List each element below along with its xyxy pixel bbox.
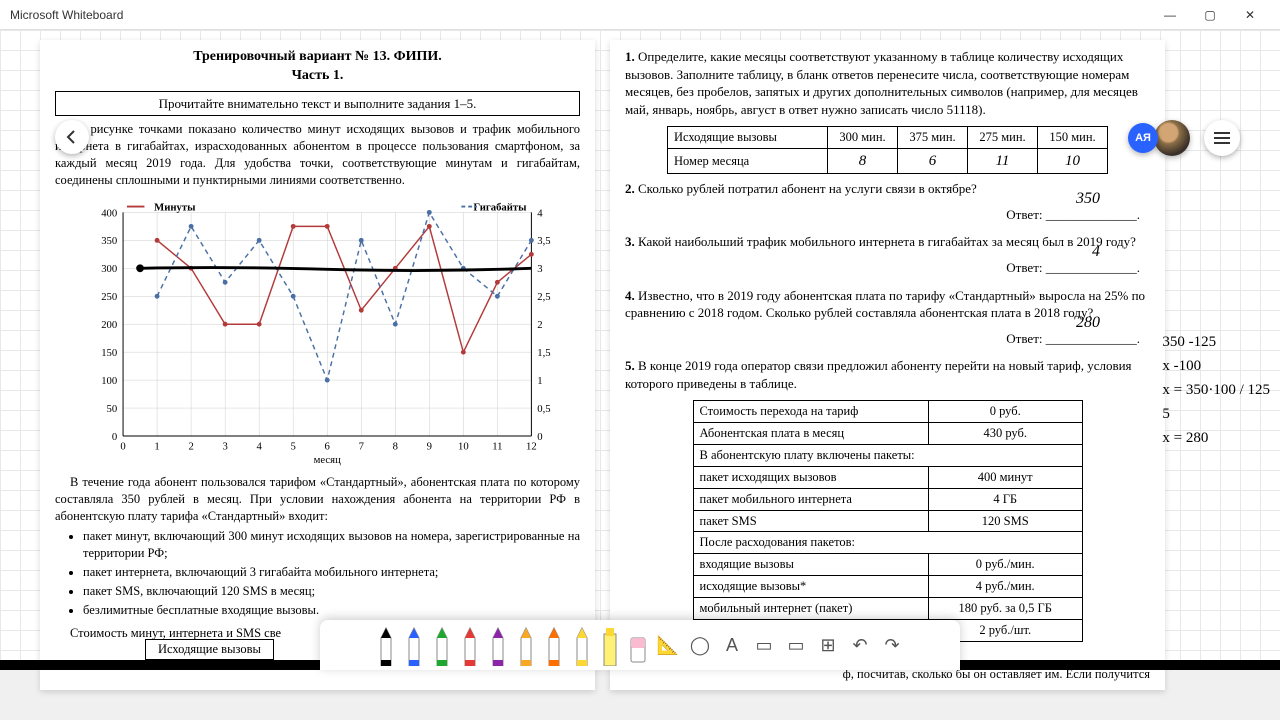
- svg-text:0: 0: [537, 431, 542, 443]
- svg-text:300: 300: [101, 263, 117, 275]
- undo-tool[interactable]: ↶: [845, 630, 875, 660]
- window-controls: — ▢ ✕: [1150, 0, 1270, 30]
- svg-text:10: 10: [458, 440, 469, 452]
- svg-text:месяц: месяц: [314, 454, 341, 466]
- image-tool[interactable]: ▭: [781, 630, 811, 660]
- svg-text:12: 12: [526, 440, 537, 452]
- shape-tool[interactable]: ⊞: [813, 630, 843, 660]
- ruler-tool[interactable]: 📐: [653, 630, 683, 660]
- user-avatar[interactable]: [1154, 120, 1190, 156]
- table-q5: Стоимость перехода на тариф0 руб.Абонент…: [693, 400, 1083, 642]
- q2-text: Сколько рублей потратил абонент на услуг…: [638, 181, 977, 196]
- svg-text:100: 100: [101, 375, 117, 387]
- svg-text:8: 8: [393, 440, 398, 452]
- lasso-tool[interactable]: ◯: [685, 630, 715, 660]
- svg-text:5: 5: [291, 440, 296, 452]
- page-title-2: Часть 1.: [55, 67, 580, 86]
- svg-text:0: 0: [112, 431, 117, 443]
- cutoff-box: Исходящие вызовы: [145, 639, 274, 660]
- answer-3: Ответ: ______________.4: [625, 259, 1140, 277]
- bullet-item: пакет интернета, включающий 3 гигабайта …: [83, 564, 580, 581]
- q3-text: Какой наибольший трафик мобильного интер…: [638, 234, 1136, 249]
- pen-tool[interactable]: [569, 624, 595, 666]
- svg-text:6: 6: [325, 440, 331, 452]
- bullet-item: безлимитные бесплатные входящие вызовы.: [83, 602, 580, 619]
- pen-tool[interactable]: [485, 624, 511, 666]
- pen-tool[interactable]: [373, 624, 399, 666]
- pen-tool[interactable]: [541, 624, 567, 666]
- svg-text:9: 9: [427, 440, 432, 452]
- answer-2: Ответ: ______________.350: [625, 206, 1140, 224]
- handwriting-calc: 350 -125x -100x = 350·100 / 125 5x = 280: [1162, 330, 1270, 450]
- whiteboard-canvas[interactable]: АЯ Тренировочный вариант № 13. ФИПИ. Час…: [0, 30, 1280, 670]
- pen-tool[interactable]: [401, 624, 427, 666]
- answer-4: Ответ: ______________.280: [625, 330, 1140, 348]
- chart: 05010015020025030035040000,511,522,533,5…: [55, 194, 580, 469]
- svg-text:0: 0: [120, 440, 125, 452]
- document-page-right: 1. Определите, какие месяцы соответствую…: [610, 40, 1165, 690]
- app-title: Microsoft Whiteboard: [10, 8, 1150, 22]
- user-badge[interactable]: АЯ: [1128, 123, 1158, 153]
- menu-button[interactable]: [1204, 120, 1240, 156]
- top-right-controls: АЯ: [1118, 120, 1240, 156]
- svg-text:1: 1: [537, 375, 542, 387]
- page-title-1: Тренировочный вариант № 13. ФИПИ.: [55, 48, 580, 67]
- minimize-button[interactable]: —: [1150, 0, 1190, 30]
- svg-text:Гигабайты: Гигабайты: [473, 201, 527, 213]
- titlebar: Microsoft Whiteboard — ▢ ✕: [0, 0, 1280, 30]
- svg-text:2,5: 2,5: [537, 291, 550, 303]
- bullet-list: пакет минут, включающий 300 минут исходя…: [83, 528, 580, 618]
- svg-text:400: 400: [101, 207, 117, 219]
- svg-text:4: 4: [537, 207, 543, 219]
- svg-text:7: 7: [359, 440, 365, 452]
- redo-tool[interactable]: ↷: [877, 630, 907, 660]
- q4-text: Известно, что в 2019 году абонентская пл…: [625, 288, 1145, 321]
- svg-text:1,5: 1,5: [537, 347, 550, 359]
- table-q1: Исходящие вызовы300 мин.375 мин.275 мин.…: [667, 126, 1108, 174]
- svg-text:200: 200: [101, 319, 117, 331]
- svg-text:350: 350: [101, 235, 117, 247]
- svg-text:0,5: 0,5: [537, 403, 550, 415]
- text-tool[interactable]: A: [717, 630, 747, 660]
- svg-text:150: 150: [101, 347, 117, 359]
- close-button[interactable]: ✕: [1230, 0, 1270, 30]
- toolbar: 📐◯A▭▭⊞↶↷: [320, 620, 960, 670]
- q1-text: Определите, какие месяцы соответствуют у…: [625, 49, 1138, 117]
- svg-text:250: 250: [101, 291, 117, 303]
- svg-text:4: 4: [256, 440, 262, 452]
- intro-para: На рисунке точками показано количество м…: [55, 121, 580, 189]
- svg-text:2: 2: [537, 319, 542, 331]
- svg-text:3: 3: [222, 440, 227, 452]
- pen-tool[interactable]: [457, 624, 483, 666]
- note-tool[interactable]: ▭: [749, 630, 779, 660]
- svg-text:1: 1: [154, 440, 159, 452]
- svg-text:3: 3: [537, 263, 542, 275]
- instruction-box: Прочитайте внимательно текст и выполните…: [55, 91, 580, 117]
- bullet-item: пакет SMS, включающий 120 SMS в месяц;: [83, 583, 580, 600]
- body-para-2: В течение года абонент пользовался тариф…: [55, 474, 580, 525]
- back-button[interactable]: [55, 120, 89, 154]
- hamburger-icon: [1214, 132, 1230, 144]
- pen-tool[interactable]: [513, 624, 539, 666]
- pen-tool[interactable]: [429, 624, 455, 666]
- highlighter-tool[interactable]: [597, 624, 623, 666]
- svg-text:11: 11: [492, 440, 502, 452]
- arrow-left-icon: [64, 129, 80, 145]
- svg-text:Минуты: Минуты: [154, 201, 196, 213]
- svg-text:3,5: 3,5: [537, 235, 550, 247]
- maximize-button[interactable]: ▢: [1190, 0, 1230, 30]
- svg-text:2: 2: [188, 440, 193, 452]
- eraser-tool[interactable]: [625, 624, 651, 666]
- q5-text: В конце 2019 года оператор связи предлож…: [625, 358, 1132, 391]
- svg-text:50: 50: [107, 403, 118, 415]
- document-page-left: Тренировочный вариант № 13. ФИПИ. Часть …: [40, 40, 595, 690]
- bullet-item: пакет минут, включающий 300 минут исходя…: [83, 528, 580, 562]
